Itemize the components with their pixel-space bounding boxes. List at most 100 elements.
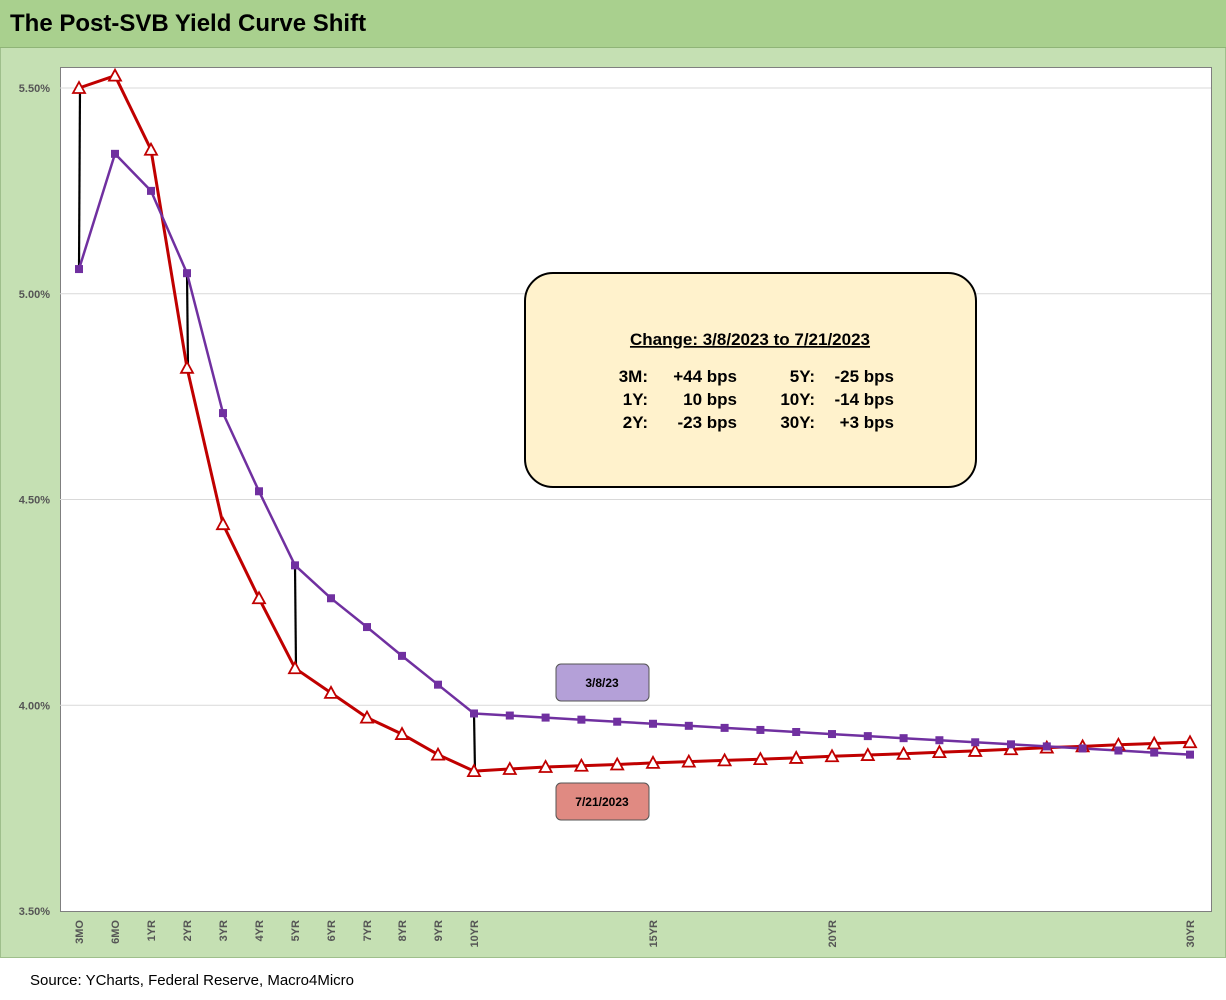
data-point-jul <box>359 709 375 724</box>
data-point-jul <box>609 756 625 771</box>
y-tick-label: 5.50% <box>19 83 50 95</box>
data-point-mar <box>183 269 191 278</box>
data-point-jul <box>573 757 589 772</box>
annotation-title: Change: 3/8/2023 to 7/21/2023 <box>630 330 870 349</box>
data-point-jul <box>71 80 87 94</box>
x-tick-label: 3MO <box>74 920 86 944</box>
data-point-jul <box>824 748 840 763</box>
data-point-jul <box>394 726 410 740</box>
data-point-mar <box>828 730 836 739</box>
change-connectors <box>77 87 477 772</box>
annotation-right-tenor-0: 5Y: <box>790 367 815 386</box>
data-point-mar <box>720 723 729 732</box>
data-point-mar <box>1042 742 1051 751</box>
data-point-jul <box>967 743 983 757</box>
data-point-mar <box>470 709 478 718</box>
x-tick-label: 30YR <box>1185 920 1197 948</box>
x-axis-ticks: 3MO 6MO 1YR 2YR 3YR 4YR 5YR 6YR 7YR 8YR 9YR 10YR 15Y… <box>74 920 1197 948</box>
series-line-mar <box>77 152 1191 756</box>
data-point-mar <box>1078 744 1087 753</box>
series-line-jul <box>78 74 1191 773</box>
data-point-jul <box>287 660 303 675</box>
x-tick-label: 6MO <box>110 920 122 944</box>
data-point-mar <box>327 594 335 603</box>
y-tick-label: 5.00% <box>19 289 50 301</box>
data-point-mar <box>255 487 263 496</box>
data-point-mar <box>111 149 119 158</box>
source-note: Source: YCharts, Federal Reserve, Macro4… <box>30 972 355 989</box>
annotation-left-tenor-0: 3M: <box>619 367 648 386</box>
x-tick-label: 5YR <box>290 920 302 941</box>
change-connector <box>185 273 190 368</box>
annotation-left-value-1: 10 bps <box>683 390 737 409</box>
data-point-jul <box>215 516 231 531</box>
chart-title: The Post-SVB Yield Curve Shift <box>10 10 367 37</box>
data-point-mar <box>1186 750 1194 759</box>
data-point-mar <box>756 725 765 734</box>
data-point-mar <box>649 719 657 728</box>
data-point-mar <box>1007 740 1015 749</box>
x-tick-label: 2YR <box>182 920 194 941</box>
change-annotation-box: Change: 3/8/2023 to 7/21/2023 3M: +44 bp… <box>524 272 977 488</box>
change-connector <box>293 565 298 669</box>
data-point-mar <box>75 265 83 274</box>
data-point-jul <box>788 750 804 764</box>
series-label-jul-text: 7/21/2023 <box>575 795 629 809</box>
data-point-mar <box>935 736 944 745</box>
data-point-mar <box>363 623 371 632</box>
yield-curve-chart: 3.50% 4.00% 4.50% 5.00% 5.50% 3MO 6MO 1YR 2YR 3Y… <box>19 67 1211 948</box>
data-point-mar <box>613 717 622 726</box>
data-point-mar <box>398 651 406 660</box>
data-point-mar <box>1114 746 1123 755</box>
series-label-mar-text: 3/8/23 <box>585 676 619 690</box>
x-tick-label: 9YR <box>433 920 445 941</box>
data-point-jul <box>107 67 123 82</box>
data-point-jul <box>143 141 159 156</box>
data-point-jul <box>896 745 912 760</box>
data-point-jul <box>502 761 518 775</box>
annotation-right-value-1: -14 bps <box>834 390 894 409</box>
data-point-mar <box>434 680 442 689</box>
y-axis-ticks: 3.50% 4.00% 4.50% 5.00% 5.50% <box>19 83 50 918</box>
data-point-jul <box>1182 734 1198 749</box>
plot-area <box>60 67 1212 912</box>
data-point-mar <box>577 715 586 724</box>
data-point-jul <box>538 759 554 773</box>
data-point-jul <box>645 754 661 769</box>
x-tick-label: 7YR <box>362 920 374 941</box>
series-label-jul: 7/21/2023 <box>555 782 650 821</box>
change-connector <box>472 713 477 772</box>
data-point-mar <box>505 711 514 720</box>
annotation-left-value-2: -23 bps <box>677 413 737 432</box>
y-tick-label: 3.50% <box>19 906 50 918</box>
data-point-mar <box>863 732 872 741</box>
annotation-right-value-2: +3 bps <box>840 413 894 432</box>
x-tick-label: 10YR <box>469 920 481 948</box>
x-tick-label: 8YR <box>397 920 409 941</box>
annotation-left-tenor-2: 2Y: <box>623 413 648 432</box>
series-markers <box>71 67 1198 777</box>
y-tick-label: 4.00% <box>19 700 50 712</box>
data-point-jul <box>931 744 947 759</box>
data-point-mar <box>792 727 801 736</box>
data-point-jul <box>179 359 195 374</box>
title-bar: The Post-SVB Yield Curve Shift <box>0 0 1226 48</box>
y-tick-label: 4.50% <box>19 495 50 507</box>
data-point-jul <box>251 590 267 605</box>
data-point-jul <box>752 751 768 766</box>
x-tick-label: 20YR <box>827 920 839 948</box>
x-tick-label: 6YR <box>326 920 338 941</box>
data-point-jul <box>1146 735 1162 750</box>
data-point-mar <box>899 734 908 743</box>
x-tick-label: 1YR <box>146 920 158 941</box>
x-tick-label: 15YR <box>648 920 660 948</box>
annotation-left-tenor-1: 1Y: <box>623 390 648 409</box>
data-point-mar <box>291 561 299 570</box>
x-tick-label: 3YR <box>218 920 230 941</box>
data-point-mar <box>684 721 693 730</box>
data-point-jul <box>430 746 446 761</box>
annotation-right-tenor-1: 10Y: <box>780 390 815 409</box>
change-connector <box>77 87 82 270</box>
x-tick-label: 4YR <box>254 920 266 941</box>
data-point-jul <box>1003 741 1019 756</box>
